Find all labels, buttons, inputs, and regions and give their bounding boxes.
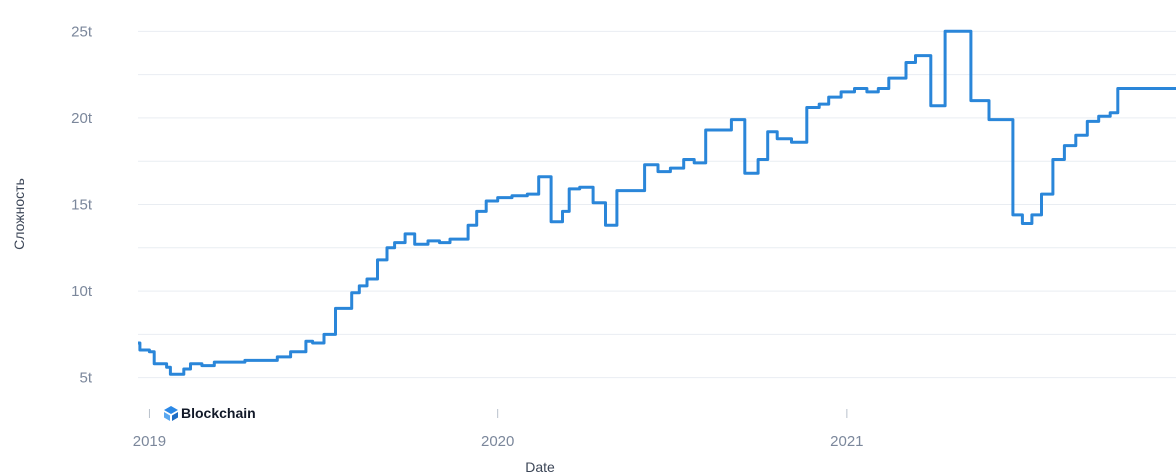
y-tick-label: 20t [71,110,93,127]
y-axis-ticks: 5t 10t 15t 20t 25t [71,23,93,386]
x-axis-title: Date [525,459,555,475]
series-line [138,29,1176,376]
y-axis-title: Сложность [11,178,27,250]
blockchain-brand-label: Blockchain [181,405,256,421]
x-tick-label: 2019 [133,433,166,450]
blockchain-watermark: Blockchain [164,405,256,421]
x-axis-ticks: 2019 2020 2021 [133,409,864,450]
grid [138,30,1176,379]
x-tick-label: 2020 [481,433,514,450]
y-tick-label: 5t [79,370,92,387]
blockchain-cube-icon [164,406,178,421]
y-tick-label: 15t [71,197,93,214]
y-tick-label: 10t [71,283,93,300]
y-tick-label: 25t [71,23,93,40]
x-tick-label: 2021 [830,433,863,450]
